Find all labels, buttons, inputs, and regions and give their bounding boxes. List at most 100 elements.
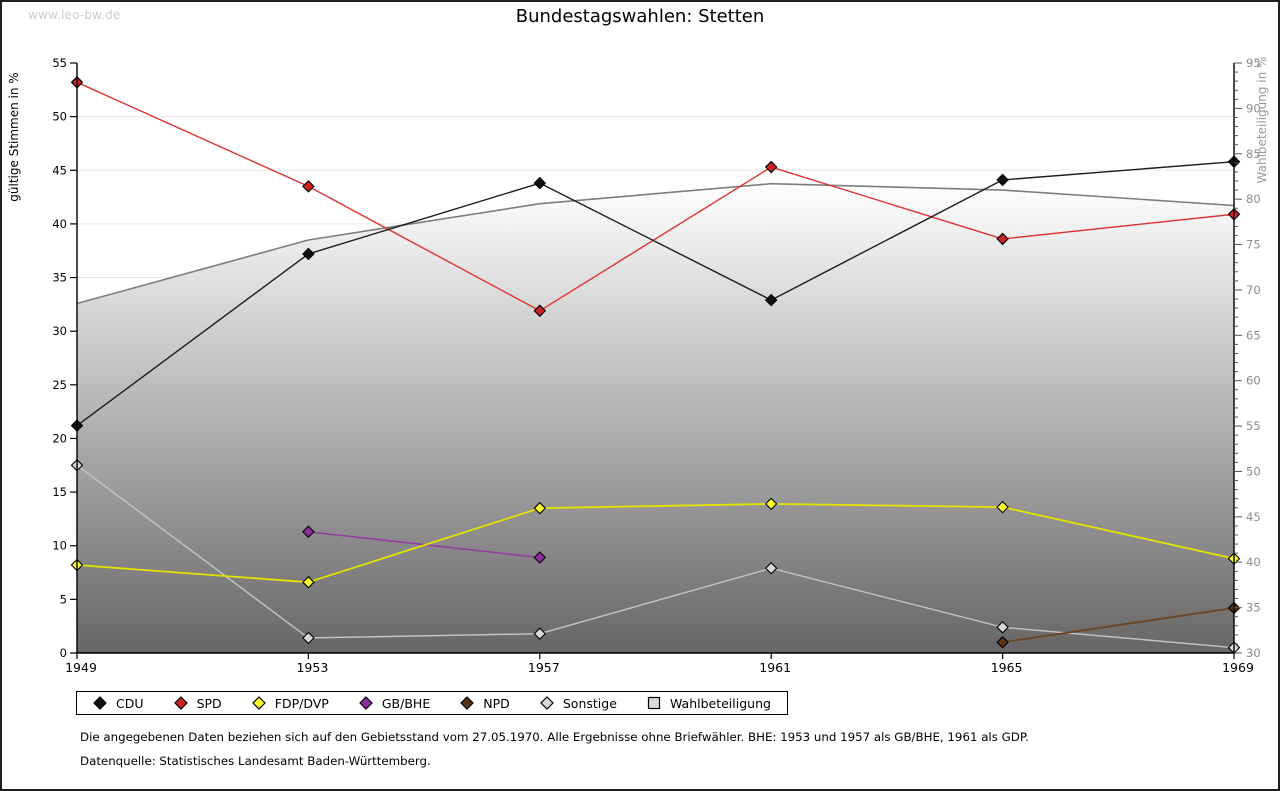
footnote-gebietsstand: Die angegebenen Daten beziehen sich auf … <box>80 730 1029 744</box>
data-point-spd <box>764 160 778 174</box>
legend-item-spd: SPD <box>173 695 222 711</box>
left-tick-label: 15 <box>52 485 67 499</box>
data-point-gbbhe <box>533 551 547 564</box>
legend-diamond-icon <box>359 696 373 710</box>
right-tick-label: 95 <box>1246 56 1261 70</box>
legend-item-gbbhe: GB/BHE <box>359 696 430 711</box>
data-point-spd <box>996 232 1009 246</box>
data-point-cdu <box>533 176 547 190</box>
x-tick-label: 1969 <box>1222 660 1254 675</box>
legend-label: NPD <box>483 695 510 711</box>
data-point-sonstige <box>996 620 1009 634</box>
right-tick-label: 60 <box>1246 374 1261 388</box>
data-point-fdpdvp <box>533 501 547 515</box>
series-segment <box>1002 213 1235 240</box>
series-segment <box>771 502 1003 509</box>
x-tick-label: 1965 <box>991 660 1023 675</box>
legend-label: SPD <box>196 695 222 711</box>
series-segment <box>1002 626 1235 649</box>
data-point-cdu <box>996 173 1009 187</box>
series-segment <box>308 632 540 639</box>
left-tick-label: 50 <box>52 110 67 124</box>
series-segment <box>539 567 772 635</box>
series-segment <box>308 182 541 255</box>
legend-label: FDP/DVP <box>274 695 329 711</box>
right-tick-label: 50 <box>1246 464 1261 478</box>
legend-diamond-icon <box>251 696 266 710</box>
series-segment <box>771 567 1003 628</box>
left-tick-label: 20 <box>52 431 67 445</box>
data-point-fdpdvp <box>764 497 778 511</box>
page-title: Bundestagswahlen: Stetten <box>515 6 765 27</box>
series-segment <box>76 464 309 639</box>
legend-item-sonstige: Sonstige <box>540 696 617 711</box>
right-tick-label: 85 <box>1246 147 1261 161</box>
legend-diamond-icon <box>93 696 107 710</box>
left-tick-label: 30 <box>52 324 67 338</box>
left-tick-label: 35 <box>52 271 67 285</box>
legend-item-fdpdvp: FDP/DVP <box>251 695 329 711</box>
series-segment <box>1002 506 1235 560</box>
legend-diamond-icon <box>460 696 475 710</box>
legend-item-npd: NPD <box>460 696 510 711</box>
data-point-fdpdvp <box>302 575 315 589</box>
series-segment <box>1002 160 1235 181</box>
series-segment <box>76 564 309 584</box>
series-segment <box>539 502 772 510</box>
series-segment <box>76 81 309 188</box>
right-tick-label: 90 <box>1246 101 1261 115</box>
legend-square-icon <box>647 696 661 710</box>
chart-legend: CDU SPD FDP/DVP GB/BHE NPD Sonstige Wahlbeteil… <box>76 691 788 715</box>
turnout-line <box>76 182 1235 305</box>
data-point-sonstige <box>302 631 315 645</box>
legend-label: Sonstige <box>562 695 617 711</box>
series-segment <box>76 253 309 427</box>
legend-label: GB/BHE <box>381 695 431 711</box>
right-axis-title: Wahlbeteiligung in % <box>1255 57 1269 184</box>
x-tick-label: 1953 <box>296 660 328 675</box>
legend-label: Wahlbeteiligung <box>669 695 771 711</box>
left-axis-title: gültige Stimmen in % <box>7 72 21 201</box>
left-tick-label: 10 <box>52 539 67 553</box>
series-segment <box>770 179 1003 301</box>
right-tick-label: 45 <box>1246 510 1261 524</box>
right-tick-label: 30 <box>1246 646 1261 660</box>
series-segment <box>308 185 541 312</box>
right-tick-label: 35 <box>1246 601 1261 615</box>
right-tick-label: 65 <box>1246 328 1261 342</box>
right-tick-label: 80 <box>1246 192 1261 206</box>
series-segment <box>539 182 772 301</box>
left-tick-label: 40 <box>52 217 67 231</box>
data-point-fdpdvp <box>996 500 1009 514</box>
right-tick-label: 70 <box>1246 283 1261 297</box>
turnout-area <box>77 183 1234 653</box>
left-tick-label: 25 <box>52 378 67 392</box>
right-tick-label: 75 <box>1246 238 1261 252</box>
legend-item-cdu: CDU <box>93 696 144 711</box>
series-segment <box>770 166 1003 240</box>
series-segment <box>1002 607 1235 644</box>
data-point-spd <box>533 304 547 318</box>
right-tick-label: 40 <box>1246 555 1261 569</box>
x-tick-label: 1949 <box>65 660 97 675</box>
data-point-gbbhe <box>302 525 315 539</box>
legend-item-wahlbeteiligung: Wahlbeteiligung <box>647 696 771 711</box>
legend-diamond-icon <box>173 696 188 710</box>
x-tick-label: 1957 <box>528 660 560 675</box>
x-tick-label: 1961 <box>759 660 791 675</box>
left-tick-label: 55 <box>52 56 67 70</box>
data-point-sonstige <box>533 627 547 640</box>
legend-label: CDU <box>116 695 144 711</box>
right-tick-label: 55 <box>1246 419 1261 433</box>
watermark: www.leo-bw.de <box>28 8 121 22</box>
series-segment <box>308 507 541 584</box>
data-point-spd <box>302 180 315 193</box>
left-tick-label: 45 <box>52 163 67 177</box>
footnote-datenquelle: Datenquelle: Statistisches Landesamt Bad… <box>80 754 431 768</box>
data-point-npd <box>996 635 1009 649</box>
left-tick-label: 0 <box>60 646 67 660</box>
left-tick-label: 5 <box>60 592 67 606</box>
legend-diamond-icon <box>540 696 554 710</box>
